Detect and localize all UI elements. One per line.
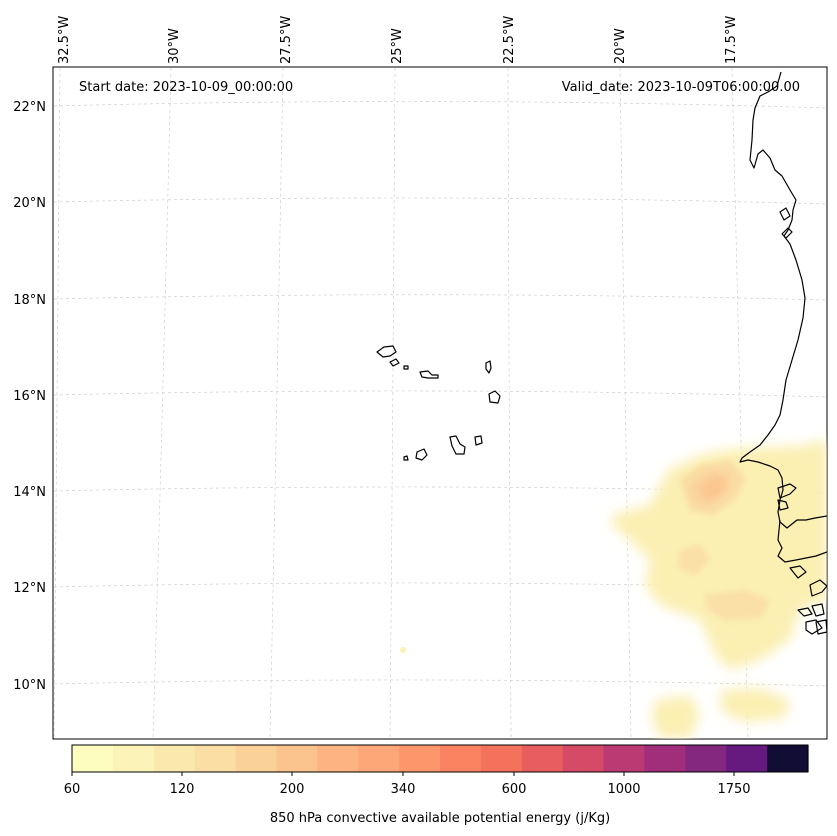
colorbar-segment [726, 745, 768, 772]
lon-label: 30°W [167, 28, 182, 64]
longitude-labels: 32.5°W 30°W 27.5°W 25°W 22.5°W 20°W 17.5… [57, 16, 739, 64]
colorbar-tick-label: 120 [170, 782, 195, 797]
colorbar-segment [767, 745, 809, 772]
colorbar-title: 850 hPa convective available potential e… [270, 811, 610, 826]
colorbar-segment [644, 745, 686, 772]
lon-label: 32.5°W [57, 16, 72, 64]
lon-label: 22.5°W [502, 16, 517, 64]
lat-label: 10°N [13, 678, 46, 693]
lat-label: 20°N [13, 196, 46, 211]
colorbar-segment [235, 745, 278, 772]
colorbar-ticks [71, 772, 735, 776]
colorbar-tick-label: 200 [280, 782, 305, 797]
colorbar-segment [112, 745, 155, 772]
colorbar-tick-label: 60 [64, 782, 81, 797]
lat-label: 18°N [13, 293, 46, 308]
colorbar-frame [71, 744, 809, 773]
lon-label: 17.5°W [724, 16, 739, 64]
colorbar-segment [399, 745, 441, 772]
lat-label: 14°N [13, 485, 46, 500]
colorbar-segment [317, 745, 359, 772]
colorbar-segment [440, 745, 482, 772]
colorbar: 60 120 200 340 600 1000 1750 850 hPa con… [64, 744, 809, 826]
lat-label: 12°N [13, 581, 46, 596]
colorbar-tick-label: 1750 [717, 782, 750, 797]
latitude-labels: 22°N 20°N 18°N 16°N 14°N 12°N 10°N [13, 100, 46, 693]
colorbar-segments [72, 745, 809, 772]
coastlines [376, 71, 827, 635]
valid-date-text: Valid_date: 2023-10-09T06:00:00.00 [562, 80, 800, 95]
lat-label: 22°N [13, 100, 46, 115]
start-date-text: Start date: 2023-10-09_00:00:00 [79, 80, 293, 95]
colorbar-segment [685, 745, 727, 772]
lon-label: 27.5°W [279, 16, 294, 64]
colorbar-segment [276, 745, 318, 772]
lat-label: 16°N [13, 389, 46, 404]
colorbar-segment [521, 745, 564, 772]
lon-label: 25°W [390, 28, 405, 64]
colorbar-segment [72, 745, 114, 772]
colorbar-segment [480, 745, 523, 772]
colorbar-segment [153, 745, 196, 772]
colorbar-tick-label: 340 [391, 782, 416, 797]
map-frame [52, 66, 828, 740]
colorbar-segment [194, 745, 237, 772]
lon-label: 20°W [613, 28, 628, 64]
colorbar-tick-label: 600 [502, 782, 527, 797]
colorbar-segment [603, 745, 646, 772]
cape-shading [400, 440, 827, 738]
colorbar-segment [562, 745, 605, 772]
colorbar-tick-label: 1000 [607, 782, 640, 797]
colorbar-segment [358, 745, 400, 772]
